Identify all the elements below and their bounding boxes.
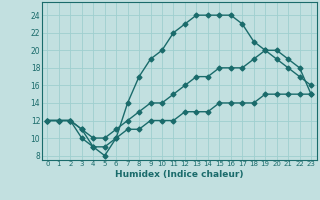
X-axis label: Humidex (Indice chaleur): Humidex (Indice chaleur) — [115, 170, 244, 179]
